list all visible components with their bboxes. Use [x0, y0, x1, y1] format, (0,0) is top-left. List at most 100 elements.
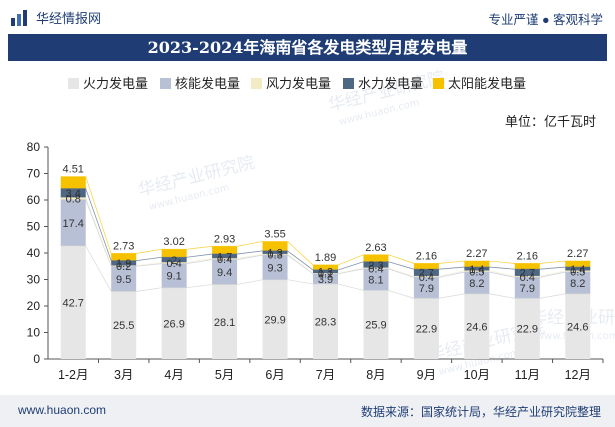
bar-segment	[60, 188, 86, 198]
x-tick-label: 6月	[265, 368, 284, 382]
y-tick-label: 60	[27, 193, 41, 207]
legend-label: 太阳能发电量	[448, 76, 526, 91]
data-label: 2.27	[466, 248, 487, 260]
data-label: 0.4	[419, 272, 434, 284]
x-tick-label: 9月	[417, 368, 436, 382]
bar-segment	[262, 279, 288, 359]
y-tick-label: 80	[27, 140, 41, 154]
bar-segment	[464, 293, 490, 359]
bar-segment	[514, 263, 540, 270]
footer-source: 数据来源：国家统计局，华经产业研究院整理	[360, 405, 601, 419]
logo-icon	[11, 9, 27, 26]
bar-segment	[212, 259, 238, 285]
bar-segment	[413, 277, 439, 299]
bar-segment	[413, 276, 439, 278]
y-tick-label: 50	[27, 220, 41, 234]
data-label: 3.02	[163, 236, 184, 248]
tagline: 专业严谨 ● 客观科学	[488, 13, 604, 27]
series-connector-line	[60, 197, 591, 277]
data-label: 1.4	[570, 264, 585, 276]
data-label: 25.5	[113, 320, 134, 332]
bars	[60, 176, 591, 359]
data-label: 3.4	[66, 188, 81, 200]
brand-name: 华经情报网	[36, 11, 102, 26]
bar-segment	[363, 268, 389, 291]
data-label: 25.9	[365, 320, 386, 332]
bar-segment	[262, 250, 288, 255]
x-tick-label: 1-2月	[58, 368, 89, 382]
bar-segment	[60, 245, 86, 359]
bar-segment	[565, 267, 591, 271]
bar-segment	[514, 276, 540, 278]
data-label: 24.6	[466, 321, 487, 333]
bar-segment	[313, 264, 338, 270]
bar-segment	[212, 258, 238, 260]
data-label: 17.4	[63, 218, 84, 230]
data-label: 2.16	[416, 250, 437, 262]
bar-segment	[413, 263, 439, 270]
bar-segment	[514, 298, 540, 359]
data-label: 0.4	[217, 254, 232, 266]
bar-segment	[565, 270, 591, 273]
y-tick-label: 10	[27, 326, 41, 340]
bar-segment	[212, 246, 238, 255]
y-tick-label: 70	[27, 167, 41, 181]
unit-label: 单位：亿千瓦时	[505, 114, 596, 129]
x-tick-label: 5月	[215, 368, 234, 382]
data-label: 29.9	[264, 314, 285, 326]
x-tick-label: 3月	[114, 368, 133, 382]
bar-segment	[363, 290, 389, 359]
data-label: 24.6	[567, 321, 588, 333]
data-label: 9.3	[267, 262, 282, 274]
bar-segment	[464, 272, 490, 294]
x-tick-label: 4月	[164, 368, 183, 382]
legend-label: 水力发电量	[358, 76, 423, 91]
bar-segment	[464, 270, 490, 273]
bar-segment	[262, 241, 288, 251]
data-label: 9.1	[166, 271, 181, 283]
data-label: 2.7	[520, 268, 535, 280]
x-tick-label: 12月	[565, 368, 591, 382]
series-connector-line	[60, 245, 591, 299]
y-tick-label: 30	[27, 273, 41, 287]
data-label: 2.16	[517, 250, 538, 262]
legend-label: 核能发电量	[175, 76, 240, 91]
bar-segment	[464, 261, 490, 268]
bar-segment	[565, 261, 591, 268]
data-label: 0.5	[469, 266, 484, 278]
bar-segment	[313, 273, 338, 285]
data-label: 9.5	[116, 274, 131, 286]
bar-segment	[514, 269, 540, 277]
y-tick-label: 0	[33, 352, 40, 366]
data-label: 9.4	[217, 267, 232, 279]
data-label: 8.2	[469, 278, 484, 290]
series-connector-line	[60, 176, 591, 266]
title-bar: 2023-2024年海南省各发电类型月度发电量	[8, 34, 607, 61]
brand: 华经情报网	[10, 8, 101, 27]
bar-segment	[111, 253, 137, 261]
bar-segment	[464, 267, 490, 271]
legend-swatch	[251, 78, 262, 89]
data-label: 2.63	[365, 242, 386, 254]
data-label: 0.1	[318, 269, 333, 281]
bar-segment	[111, 291, 137, 359]
chart: 华经产业研究院www.huaon.com华经产业研究院www.huaon.com…	[27, 68, 615, 382]
data-label: 8.2	[570, 278, 585, 290]
bar-segment	[60, 199, 86, 246]
top-bar: 华经情报网 专业严谨 ● 客观科学	[0, 0, 615, 34]
bar-segment	[212, 254, 238, 259]
legend-swatch	[160, 78, 171, 89]
legend-label: 火力发电量	[83, 76, 148, 91]
bar-segment	[313, 284, 338, 359]
data-label: 0.4	[166, 258, 181, 270]
data-label: 0.3	[267, 250, 282, 262]
x-tick-label: 11月	[515, 368, 540, 382]
bar-segment	[363, 267, 389, 269]
data-label: 2	[171, 255, 177, 267]
legend-swatch	[433, 78, 444, 89]
bar-segment	[161, 262, 187, 264]
y-tick-label: 40	[27, 246, 41, 260]
data-label: 4.51	[63, 164, 84, 176]
bar-segment	[161, 257, 187, 263]
data-label: 7.9	[520, 283, 535, 295]
